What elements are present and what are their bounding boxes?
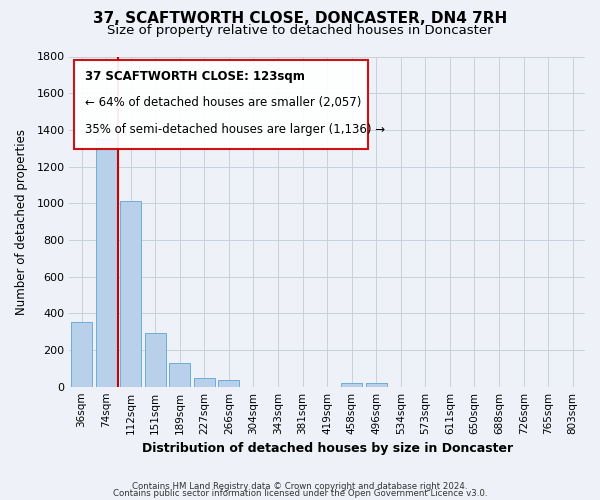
Bar [218, 380, 239, 386]
Text: Size of property relative to detached houses in Doncaster: Size of property relative to detached ho… [107, 24, 493, 37]
X-axis label: Distribution of detached houses by size in Doncaster: Distribution of detached houses by size … [142, 442, 513, 455]
Bar [145, 334, 166, 386]
Bar [194, 378, 215, 386]
Text: Contains HM Land Registry data © Crown copyright and database right 2024.: Contains HM Land Registry data © Crown c… [132, 482, 468, 491]
Bar [71, 322, 92, 386]
Text: ← 64% of detached houses are smaller (2,057): ← 64% of detached houses are smaller (2,… [85, 96, 361, 109]
Bar [341, 383, 362, 386]
Text: 37 SCAFTWORTH CLOSE: 123sqm: 37 SCAFTWORTH CLOSE: 123sqm [85, 70, 305, 82]
Bar [169, 363, 190, 386]
FancyBboxPatch shape [74, 60, 368, 149]
Bar [120, 202, 141, 386]
Bar [96, 139, 116, 386]
Text: 35% of semi-detached houses are larger (1,136) →: 35% of semi-detached houses are larger (… [85, 122, 385, 136]
Y-axis label: Number of detached properties: Number of detached properties [15, 128, 28, 314]
Text: 37, SCAFTWORTH CLOSE, DONCASTER, DN4 7RH: 37, SCAFTWORTH CLOSE, DONCASTER, DN4 7RH [93, 11, 507, 26]
Bar [366, 384, 387, 386]
Text: Contains public sector information licensed under the Open Government Licence v3: Contains public sector information licen… [113, 489, 487, 498]
